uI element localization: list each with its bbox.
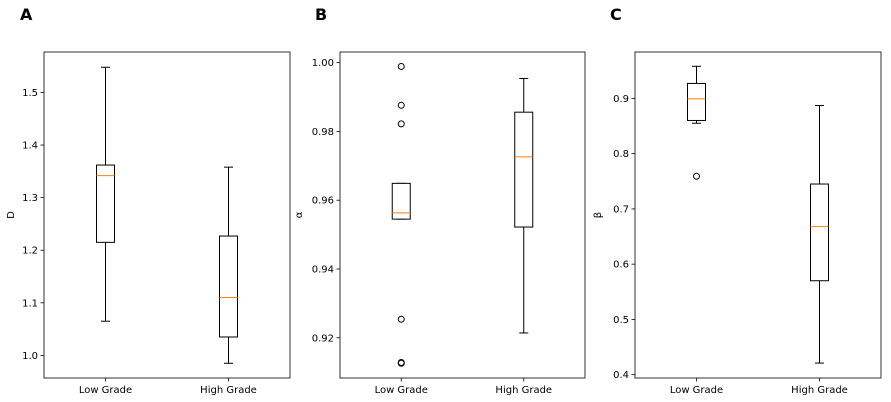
box-low-grade <box>391 62 411 367</box>
outlier-point <box>397 359 405 367</box>
panel-label: B <box>315 5 327 24</box>
x-tick-label: Low Grade <box>670 385 723 396</box>
y-tick-label: 0.6 <box>613 260 629 271</box>
iqr-box <box>391 182 411 220</box>
y-tick-label: 1.1 <box>22 298 38 309</box>
x-tick-label: High Grade <box>495 385 552 396</box>
y-tick-label: 1.3 <box>22 193 38 204</box>
outlier-point <box>397 101 405 109</box>
y-axis-label: α <box>294 211 305 218</box>
iqr-box <box>810 183 829 282</box>
box-low-grade <box>687 65 706 180</box>
x-tick-label: High Grade <box>791 385 848 396</box>
outlier-point <box>693 172 700 180</box>
plot-frame <box>339 51 586 379</box>
y-tick-label: 1.0 <box>22 351 38 362</box>
outlier-point <box>397 120 405 128</box>
y-tick-label: 1.2 <box>22 246 38 257</box>
iqr-box <box>514 111 534 228</box>
y-tick-label: 0.8 <box>613 149 629 160</box>
y-tick-label: 0.4 <box>613 370 629 381</box>
y-tick-label: 0.5 <box>613 315 629 326</box>
outlier-point <box>397 315 405 323</box>
box-high-grade <box>219 166 238 364</box>
outlier-point <box>397 62 405 70</box>
panel-label: A <box>20 5 33 24</box>
y-tick-label: 0.9 <box>613 94 629 105</box>
iqr-box <box>687 82 706 121</box>
y-tick-label: 1.00 <box>312 58 334 69</box>
y-tick-label: 0.92 <box>312 333 334 344</box>
chart-panel-c: C 0.4 0.5 0.6 0.7 0.8 0.9 β Low Grade High Grade <box>593 5 882 396</box>
chart-panel-a: A 1.0 1.1 1.2 1.3 1.4 1.5 D Low Grade High Grade <box>6 5 291 396</box>
chart-panel-b: B 0.92 0.94 0.96 0.98 1.00 α Low Grade High Grad… <box>294 5 586 396</box>
iqr-box <box>96 164 115 243</box>
y-tick-label: 0.98 <box>312 127 334 138</box>
y-axis-label: D <box>6 211 17 219</box>
x-tick-label: Low Grade <box>375 385 428 396</box>
panel-label: C <box>610 5 622 24</box>
plot-frame <box>634 51 882 379</box>
y-tick-label: 0.96 <box>312 196 334 207</box>
y-tick-label: 1.5 <box>22 88 38 99</box>
x-tick-label: Low Grade <box>79 385 132 396</box>
box-low-grade <box>96 66 115 322</box>
y-tick-label: 1.4 <box>22 141 38 152</box>
y-tick-label: 0.94 <box>312 264 334 275</box>
y-axis-label: β <box>593 212 604 218</box>
y-tick-label: 0.7 <box>613 204 629 215</box>
iqr-box <box>219 235 238 338</box>
box-high-grade <box>810 105 829 364</box>
box-high-grade <box>514 77 534 334</box>
x-tick-label: High Grade <box>200 385 257 396</box>
plot-frame <box>43 51 291 379</box>
